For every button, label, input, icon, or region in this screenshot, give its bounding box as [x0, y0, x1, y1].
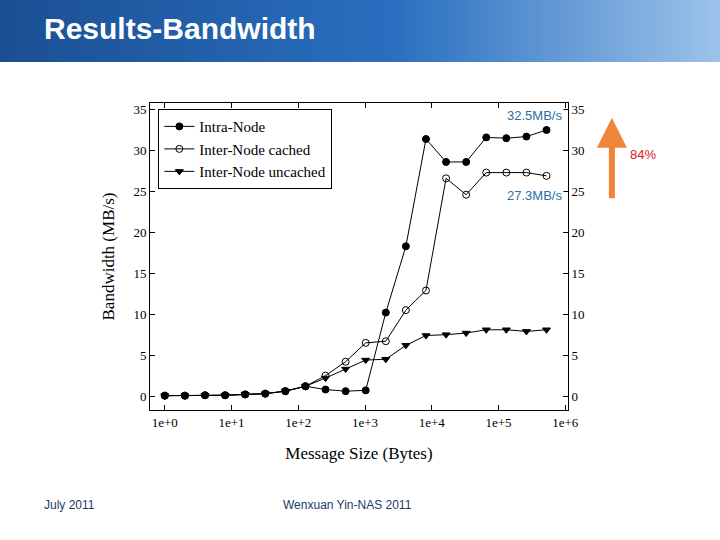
svg-text:35: 35 [572, 102, 585, 117]
svg-text:15: 15 [133, 266, 146, 281]
svg-text:32.5MB/s: 32.5MB/s [507, 108, 562, 123]
svg-text:5: 5 [572, 348, 579, 363]
svg-text:84%: 84% [630, 147, 656, 162]
svg-text:30: 30 [572, 143, 585, 158]
svg-text:1e+1: 1e+1 [218, 415, 244, 430]
svg-text:25: 25 [133, 184, 146, 199]
svg-text:5: 5 [140, 348, 147, 363]
svg-text:1e+6: 1e+6 [552, 415, 579, 430]
svg-text:0: 0 [140, 389, 147, 404]
svg-text:0: 0 [572, 389, 579, 404]
svg-text:Message Size (Bytes): Message Size (Bytes) [285, 444, 432, 463]
svg-text:1e+2: 1e+2 [285, 415, 311, 430]
svg-text:1e+4: 1e+4 [419, 415, 446, 430]
svg-text:1e+5: 1e+5 [485, 415, 511, 430]
html-text:July 2011: July 2011 [44, 498, 95, 512]
svg-text:25: 25 [572, 184, 585, 199]
html-text:Results-Bandwidth: Results-Bandwidth [44, 12, 316, 45]
svg-text:35: 35 [133, 102, 146, 117]
svg-text:20: 20 [133, 225, 146, 240]
svg-text:1e+3: 1e+3 [352, 415, 378, 430]
svg-text:Intra-Node: Intra-Node [199, 119, 265, 135]
svg-text:Inter-Node cached: Inter-Node cached [199, 142, 310, 158]
svg-text:30: 30 [133, 143, 146, 158]
svg-text:10: 10 [572, 307, 585, 322]
svg-text:Bandwidth (MB/s): Bandwidth (MB/s) [99, 193, 118, 321]
svg-text:15: 15 [572, 266, 585, 281]
html-text:Wenxuan Yin-NAS 2011: Wenxuan Yin-NAS 2011 [283, 498, 412, 512]
svg-text:27.3MB/s: 27.3MB/s [507, 188, 562, 203]
svg-text:20: 20 [572, 225, 585, 240]
svg-text:1e+0: 1e+0 [152, 415, 178, 430]
svg-text:10: 10 [133, 307, 146, 322]
svg-text:Inter-Node uncached: Inter-Node uncached [199, 164, 325, 180]
